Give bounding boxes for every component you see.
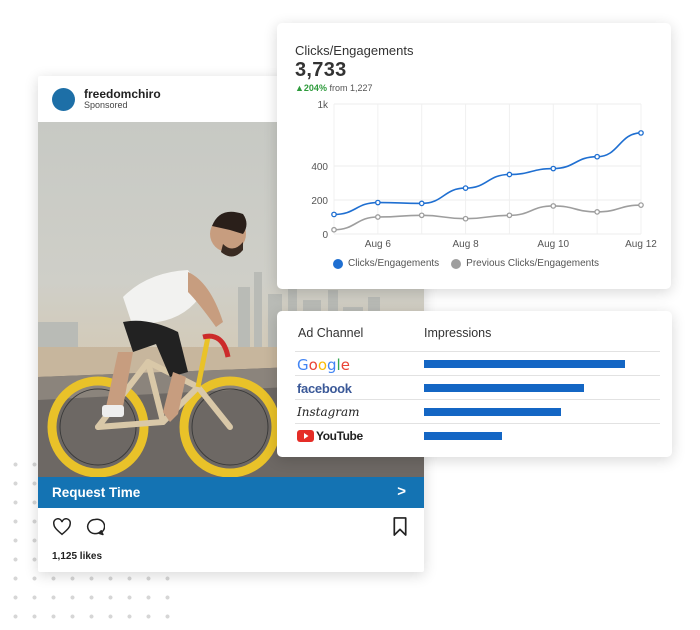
legend-dot-previous: [451, 258, 462, 269]
clicks-chart-card: Clicks/Engagements 3,733 ▲204% from 1,22…: [277, 23, 671, 289]
col-header-impressions: Impressions: [424, 326, 492, 340]
up-arrow-icon: ▲: [295, 83, 304, 93]
line-chart: 0 200 400 1k Aug 6 Aug 8 Aug 10 Aug 12: [311, 100, 657, 250]
youtube-logo-icon: YouTube: [297, 429, 363, 443]
google-logo-o2: o: [317, 356, 327, 374]
chart-change: ▲204% from 1,227: [295, 83, 373, 93]
data-point-previous[interactable]: [462, 215, 469, 222]
data-point-current[interactable]: [462, 185, 469, 191]
data-point-previous[interactable]: [418, 212, 425, 219]
y-tick-label: 400: [311, 162, 328, 173]
data-point-previous[interactable]: [331, 226, 337, 233]
avatar[interactable]: [52, 88, 75, 111]
request-time-label: Request Time: [52, 485, 141, 500]
legend-item-current[interactable]: Clicks/Engagements: [333, 258, 439, 269]
table-row-google[interactable]: Google: [295, 351, 660, 375]
data-point-previous[interactable]: [506, 212, 513, 219]
y-tick-label: 200: [311, 196, 328, 207]
youtube-logo-text: YouTube: [316, 429, 363, 443]
impressions-bar-facebook: [424, 384, 584, 392]
data-point-current[interactable]: [418, 200, 425, 207]
legend-dot-current: [333, 258, 343, 269]
series-line-previous: [333, 204, 642, 231]
request-time-button[interactable]: Request Time >: [38, 477, 424, 508]
ad-channel-table-card: Ad Channel Impressions Google facebook I…: [277, 311, 672, 457]
google-logo-o1: o: [308, 356, 318, 374]
data-point-previous[interactable]: [638, 202, 644, 208]
data-point-current[interactable]: [594, 153, 600, 160]
x-tick-label: Aug 8: [453, 239, 480, 250]
table-row-instagram[interactable]: Instagram: [295, 399, 660, 423]
legend-label-current: Clicks/Engagements: [348, 258, 440, 269]
google-logo-g: G: [297, 356, 309, 374]
change-percent: 204%: [303, 83, 327, 93]
data-point-current[interactable]: [506, 171, 513, 178]
data-point-current[interactable]: [638, 130, 644, 136]
impressions-bar-google: [424, 360, 625, 368]
google-logo-icon: Google: [297, 356, 350, 374]
x-tick-label: Aug 6: [365, 239, 392, 250]
data-point-current[interactable]: [375, 199, 381, 206]
chevron-right-icon: >: [397, 483, 406, 500]
legend-item-previous[interactable]: Previous Clicks/Engagements: [451, 258, 599, 269]
data-point-current[interactable]: [331, 211, 337, 218]
y-tick-label: 0: [322, 230, 328, 241]
col-header-ad-channel: Ad Channel: [298, 326, 364, 340]
facebook-logo-icon: facebook: [297, 381, 352, 396]
change-from: from 1,227: [329, 83, 373, 93]
legend-label-previous: Previous Clicks/Engagements: [466, 258, 599, 269]
youtube-play-icon: [297, 430, 314, 442]
y-tick-label: 1k: [317, 100, 329, 111]
data-point-previous[interactable]: [594, 209, 600, 215]
instagram-logo-icon: Instagram: [297, 405, 360, 419]
post-username[interactable]: freedomchiro: [84, 87, 161, 101]
comment-icon[interactable]: [85, 517, 105, 537]
sponsored-label: Sponsored: [84, 100, 128, 110]
x-tick-label: Aug 10: [537, 239, 569, 250]
google-logo-e: e: [340, 356, 350, 374]
post-header: freedomchiro Sponsored: [38, 76, 424, 122]
chart-legend: Clicks/Engagements Previous Clicks/Engag…: [333, 258, 599, 269]
post-actions: 1,125 likes: [38, 508, 424, 572]
google-logo-g2: g: [327, 356, 337, 374]
heart-icon[interactable]: [52, 518, 72, 536]
data-point-current[interactable]: [550, 165, 557, 172]
impressions-bar-instagram: [424, 408, 561, 416]
table-row-facebook[interactable]: facebook: [295, 375, 660, 399]
chart-total-value: 3,733: [295, 59, 347, 81]
impressions-bar-youtube: [424, 432, 502, 440]
bookmark-icon[interactable]: [392, 517, 408, 536]
data-point-previous[interactable]: [550, 203, 557, 209]
x-tick-label: Aug 12: [625, 239, 657, 250]
table-row-youtube[interactable]: YouTube: [295, 423, 660, 447]
likes-count: 1,125 likes: [52, 551, 103, 562]
google-logo-l: l: [336, 356, 341, 374]
chart-title: Clicks/Engagements: [295, 43, 414, 58]
data-point-previous[interactable]: [375, 214, 381, 220]
